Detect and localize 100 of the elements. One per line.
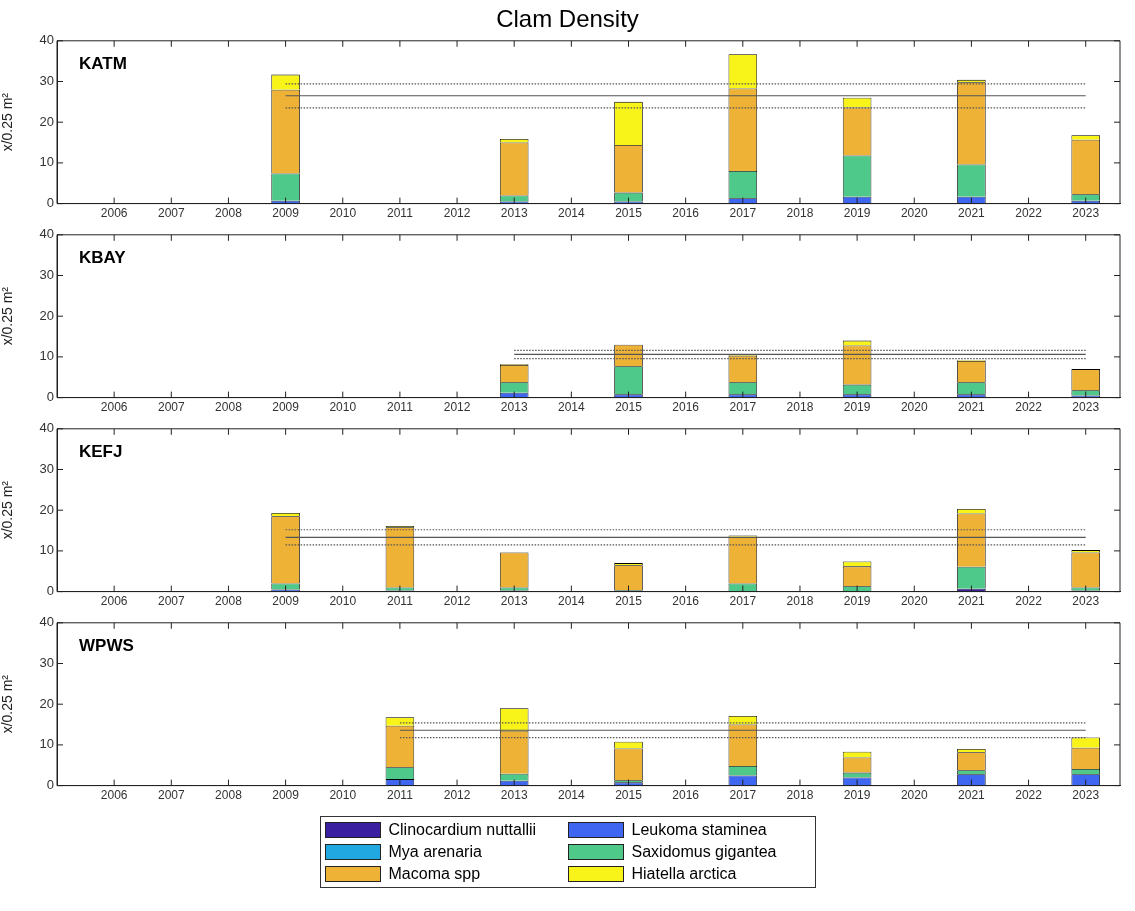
x-tick-label: 2017 — [729, 206, 757, 221]
x-tick-label: 2006 — [100, 206, 128, 221]
x-tick-label: 2011 — [387, 594, 414, 609]
x-tick-label: 2018 — [786, 594, 814, 609]
x-tick-label: 2018 — [786, 206, 814, 221]
x-tick-label: 2009 — [272, 788, 300, 803]
x-tick-label: 2009 — [272, 206, 300, 221]
x-tick-label: 2019 — [843, 788, 871, 803]
y-tick-label: 20 — [39, 501, 54, 517]
y-tick-label: 10 — [39, 542, 54, 558]
x-tick-label: 2021 — [958, 206, 986, 221]
y-axis-title: x/0.25 m² — [0, 674, 16, 734]
annotation: KEFJ — [79, 441, 123, 461]
x-tick-label: 2009 — [272, 594, 300, 609]
x-tick-label: 2016 — [672, 788, 700, 803]
x-tick-label: 2021 — [958, 788, 986, 803]
x-tick-label: 2010 — [329, 788, 357, 803]
x-tick-label: 2010 — [329, 206, 357, 221]
x-tick-label: 2012 — [443, 788, 471, 803]
x-tick-label: 2006 — [100, 788, 128, 803]
annotation: KATM — [79, 53, 127, 73]
x-tick-label: 2023 — [1072, 400, 1100, 415]
x-tick-label: 2014 — [558, 594, 586, 609]
y-tick-label: 20 — [39, 695, 54, 711]
x-tick-label: 2018 — [786, 400, 814, 415]
x-tick-label: 2015 — [615, 594, 643, 609]
x-tick-label: 2007 — [157, 206, 185, 221]
y-tick-label: 0 — [46, 777, 54, 793]
legend-label: Mya arenaria — [388, 843, 482, 861]
x-tick-label: 2022 — [1015, 594, 1043, 609]
annotation: KBAY — [79, 247, 127, 267]
x-tick-label: 2014 — [558, 400, 586, 415]
y-axis-title: x/0.25 m² — [0, 480, 16, 540]
x-tick-label: 2013 — [500, 788, 528, 803]
x-tick-label: 2013 — [500, 206, 528, 221]
legend-label: Clinocardium nuttallii — [388, 821, 537, 839]
x-tick-label: 2019 — [843, 400, 871, 415]
x-tick-label: 2023 — [1072, 594, 1100, 609]
x-tick-label: 2014 — [558, 788, 586, 803]
y-tick-label: 10 — [39, 736, 54, 752]
x-tick-label: 2013 — [500, 594, 528, 609]
x-tick-label: 2012 — [443, 400, 471, 415]
x-tick-label: 2015 — [615, 206, 643, 221]
legend-label: Hiatella arctica — [631, 865, 737, 883]
y-tick-label: 30 — [39, 461, 54, 477]
x-tick-label: 2008 — [215, 206, 243, 221]
y-tick-label: 0 — [46, 195, 54, 211]
y-tick-label: 30 — [39, 267, 54, 283]
legend-label: Saxidomus gigantea — [631, 843, 777, 861]
y-tick-label: 40 — [39, 420, 54, 436]
x-tick-label: 2012 — [443, 594, 471, 609]
y-axis-title: x/0.25 m² — [0, 92, 16, 152]
x-tick-label: 2020 — [900, 594, 928, 609]
y-tick-label: 20 — [39, 113, 54, 129]
x-tick-label: 2007 — [157, 594, 185, 609]
y-tick-label: 40 — [39, 32, 54, 48]
y-tick-label: 0 — [46, 389, 54, 405]
x-tick-label: 2022 — [1015, 400, 1043, 415]
x-tick-label: 2010 — [329, 400, 357, 415]
x-tick-label: 2011 — [387, 400, 414, 415]
x-tick-label: 2020 — [900, 788, 928, 803]
y-axis-title: x/0.25 m² — [0, 286, 16, 346]
x-tick-label: 2006 — [100, 594, 128, 609]
y-tick-label: 40 — [39, 614, 54, 630]
legend-label: Macoma spp — [388, 865, 481, 883]
x-tick-label: 2015 — [615, 788, 643, 803]
x-tick-label: 2012 — [443, 206, 471, 221]
y-tick-label: 10 — [39, 348, 54, 364]
x-tick-label: 2022 — [1015, 788, 1043, 803]
y-tick-label: 20 — [39, 307, 54, 323]
x-tick-label: 2017 — [729, 594, 757, 609]
x-tick-label: 2023 — [1072, 788, 1100, 803]
x-tick-label: 2016 — [672, 594, 700, 609]
x-tick-label: 2022 — [1015, 206, 1043, 221]
y-tick-label: 30 — [39, 73, 54, 89]
x-tick-label: 2013 — [500, 400, 528, 415]
x-tick-label: 2016 — [672, 206, 700, 221]
x-tick-label: 2021 — [958, 400, 986, 415]
x-tick-label: 2020 — [900, 400, 928, 415]
x-tick-label: 2009 — [272, 400, 300, 415]
x-tick-label: 2015 — [615, 400, 643, 415]
x-tick-label: 2021 — [958, 594, 986, 609]
x-tick-label: 2007 — [157, 400, 185, 415]
x-tick-label: 2008 — [215, 788, 243, 803]
x-tick-label: 2017 — [729, 788, 757, 803]
x-tick-label: 2008 — [215, 400, 243, 415]
y-tick-label: 30 — [39, 655, 54, 671]
x-tick-label: 2011 — [387, 206, 414, 221]
x-tick-label: 2010 — [329, 594, 357, 609]
y-tick-label: 10 — [39, 154, 54, 170]
annotation: WPWS — [79, 635, 134, 655]
chart-title: Clam Density — [495, 4, 640, 32]
x-tick-label: 2017 — [729, 400, 757, 415]
x-tick-label: 2019 — [843, 206, 871, 221]
legend-label: Leukoma staminea — [631, 821, 767, 839]
x-tick-label: 2007 — [157, 788, 185, 803]
y-tick-label: 40 — [39, 226, 54, 242]
x-tick-label: 2018 — [786, 788, 814, 803]
y-tick-label: 0 — [46, 583, 54, 599]
x-tick-label: 2020 — [900, 206, 928, 221]
